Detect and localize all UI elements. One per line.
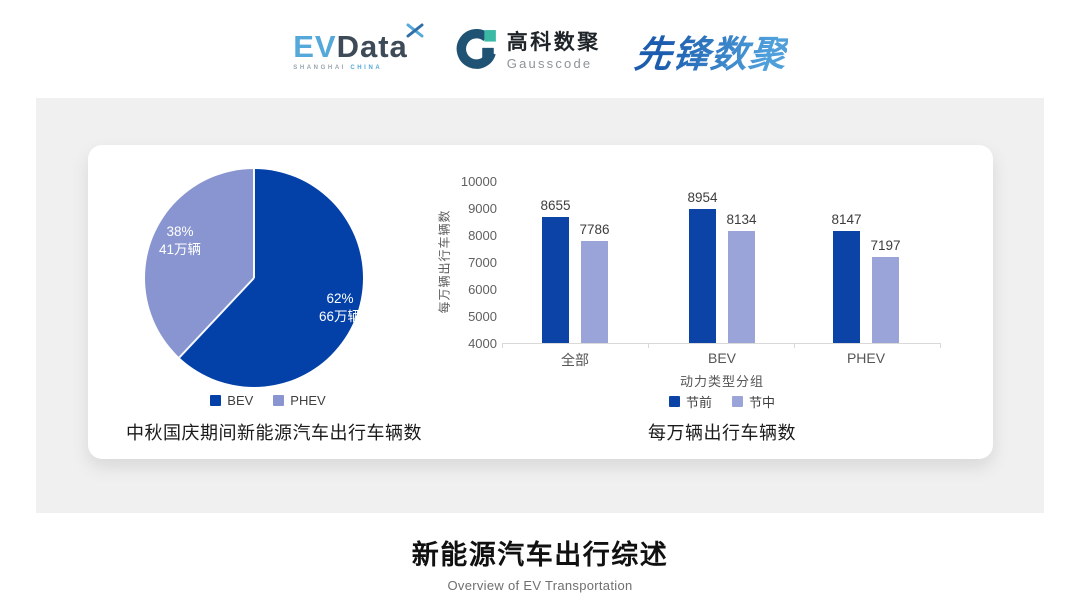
content-panel: 38% 41万辆 62% 66万辆 BEV PHEV 中秋国庆期间新能源汽车出行车… [36,98,1044,513]
legend-item: 节中 [732,392,775,411]
bar-value-label: 8134 [726,212,757,228]
legend-item: BEV [210,393,253,408]
yaxis-tick-label: 8000 [468,228,497,243]
bar-value-label: 8954 [687,190,718,206]
bar-全部-节中 [581,240,608,343]
page-footer: 新能源汽车出行综述 Overview of EV Transportation [0,533,1080,593]
xaxis-tick [940,343,941,348]
legend-label: BEV [227,393,254,408]
bar-xaxis-line [502,343,940,344]
gausscode-en-text: Gausscode [506,55,593,71]
bar-PHEV-节中 [872,256,899,343]
evdata-x-icon [406,23,424,38]
legend-item: 节前 [668,392,712,411]
bar-chart-title: 每万辆出行车辆数 [648,423,796,443]
page: EVData SHANGHAI CHINA 高科数聚 Gausscode [0,0,1080,593]
legend-swatch [273,395,285,406]
legend-swatch [732,396,743,407]
pie-slice-divider [178,277,255,359]
legend-item: PHEV [273,393,326,408]
xaxis-tick [648,343,649,348]
pioneer-logo: 先锋数聚 [632,24,790,78]
yaxis-tick-label: 6000 [468,282,497,297]
yaxis-tick-label: 9000 [468,201,497,216]
category-label-BEV: BEV [707,350,736,366]
evdata-wordmark: EVData [293,23,424,64]
pie-label-bev: 62% 66万辆 [295,290,385,326]
bar-value-label: 8147 [831,212,862,228]
xaxis-tick [794,343,795,348]
evdata-logo: EVData SHANGHAI CHINA [293,23,424,71]
pie-bev-value: 66万辆 [318,309,362,325]
bar-BEV-节中 [728,231,755,343]
yaxis-tick-label: 10000 [460,174,497,189]
evdata-subtext: SHANGHAI CHINA [293,65,408,71]
pie-graphic [145,169,363,387]
page-title: 新能源汽车出行综述 [411,540,669,570]
yaxis-tick-label: 4000 [468,336,497,351]
page-subtitle: Overview of EV Transportation [447,578,633,593]
pie-bev-percent: 62% [326,291,354,306]
evdata-china-text: CHINA [350,65,383,71]
pie-phev-percent: 38% [166,224,194,239]
pie-phev-value: 41万辆 [158,242,202,258]
pie-slice-divider [253,169,255,278]
header-logos: EVData SHANGHAI CHINA 高科数聚 Gausscode [0,0,1080,98]
gausscode-text: 高科数聚 Gausscode [507,31,601,70]
bar-value-label: 8655 [540,198,571,214]
evdata-data-text: Data [336,29,408,64]
pie-chart-title: 中秋国庆期间新能源汽车出行车辆数 [126,423,422,443]
bar-value-label: 7786 [579,221,610,237]
bar-BEV-节前 [689,209,716,343]
gausscode-cn-text: 高科数聚 [506,31,601,55]
charts-card: 38% 41万辆 62% 66万辆 BEV PHEV 中秋国庆期间新能源汽车出行车… [88,145,993,459]
legend-label: 节中 [749,395,776,410]
evdata-ev-text: EV [293,29,337,64]
legend-swatch [668,396,680,407]
bar-PHEV-节前 [833,231,860,343]
gausscode-logo: 高科数聚 Gausscode [456,29,601,73]
bar-value-label: 7197 [870,237,901,253]
gausscode-g-icon [456,29,496,69]
pie-legend: BEV PHEV [88,393,448,408]
yaxis-tick-label: 7000 [468,255,497,270]
evdata-shanghai-text: SHANGHAI [293,65,347,71]
xaxis-tick [502,343,503,348]
bar-全部-节前 [542,217,569,343]
yaxis-tick-label: 5000 [468,309,497,324]
legend-label: 节前 [685,395,712,410]
bar-legend: 节前 节中 [502,392,942,411]
legend-swatch [210,395,222,406]
legend-label: PHEV [290,393,326,408]
category-label-全部: 全部 [561,352,589,368]
pie-label-phev: 38% 41万辆 [135,223,225,259]
bar-xaxis-label: 动力类型分组 [679,374,764,389]
category-label-PHEV: PHEV [846,350,886,366]
